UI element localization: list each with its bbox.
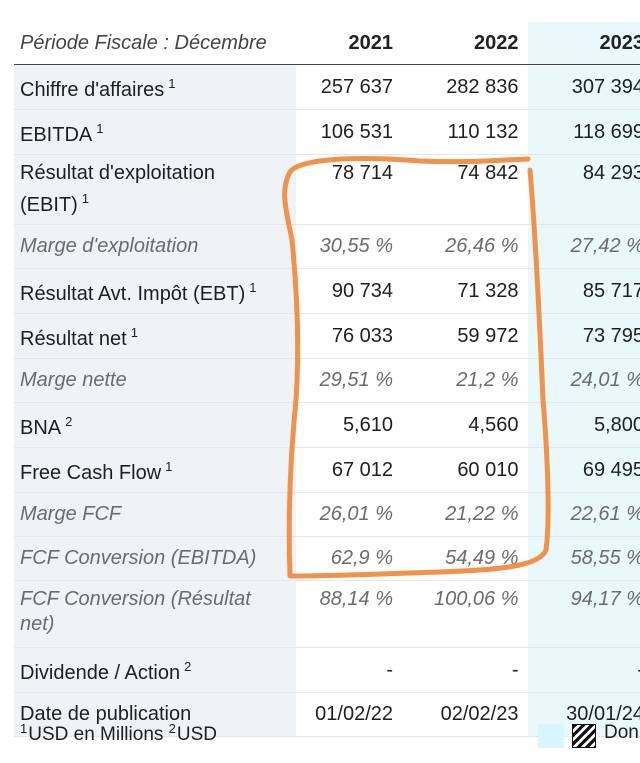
value-2021: 62,9 %: [296, 536, 403, 581]
year-2023-header[interactable]: 2023: [528, 22, 640, 65]
value-2021: -: [296, 647, 403, 693]
value-2023: 118 699: [528, 109, 640, 155]
value-2021: 106 531: [296, 109, 403, 155]
row-label: Résultat net: [20, 328, 127, 350]
row-label: Chiffre d'affaires: [20, 79, 165, 101]
table-row: Marge FCF 26,01 % 21,22 % 22,61 %: [14, 492, 640, 537]
value-2022: 4,560: [403, 402, 529, 448]
table-row: Résultat d'exploitation (EBIT) 1 78 714 7…: [14, 154, 640, 225]
row-label: Résultat Avt. Impôt (EBT): [20, 283, 246, 305]
value-2022: 60 010: [403, 447, 529, 493]
value-2023: 22,61 %: [528, 492, 640, 537]
year-2022-header[interactable]: 2022: [473, 31, 519, 54]
footnote-marker: 1: [96, 121, 104, 136]
table-row: Marge d'exploitation 30,55 % 26,46 % 27,…: [14, 224, 640, 269]
table-row: Résultat net 1 76 033 59 972 73 795: [14, 313, 640, 359]
value-2022: 110 132: [403, 109, 529, 155]
value-2021: 01/02/22: [296, 692, 403, 737]
value-2022: 282 836: [403, 64, 529, 110]
table-row: Marge nette 29,51 % 21,2 % 24,01 %: [14, 358, 640, 403]
hatched-legend-swatch: [572, 724, 596, 748]
footnote-2-marker: 2: [168, 721, 176, 736]
row-label: Free Cash Flow: [20, 462, 162, 484]
value-2021: 29,51 %: [296, 358, 403, 403]
row-label: Résultat d'exploitation (EBIT): [20, 162, 216, 216]
value-2023: 27,42 %: [528, 224, 640, 269]
footnote-1-marker: 1: [20, 721, 28, 736]
value-2022: 100,06 %: [403, 580, 529, 648]
table-row: EBITDA 1 106 531 110 132 118 699: [14, 109, 640, 155]
row-label: Date de publication: [20, 703, 192, 725]
value-2021: 26,01 %: [296, 492, 403, 537]
footnote-marker: 1: [168, 76, 176, 91]
value-2022: 21,22 %: [403, 492, 529, 537]
row-label: Marge nette: [20, 369, 127, 391]
financial-table: Période Fiscale : Décembre 2021 2022 202…: [14, 22, 640, 737]
value-2021: 88,14 %: [296, 580, 403, 648]
value-2022: 71 328: [403, 268, 529, 314]
footnote-marker: 1: [249, 280, 257, 295]
value-2023: 94,17 %: [528, 580, 640, 648]
table-row: BNA 2 5,610 4,560 5,800: [14, 402, 640, 448]
period-label: Période Fiscale : Décembre: [20, 31, 267, 54]
footnote-2-text: USD: [176, 724, 218, 745]
estimate-legend-swatch: [538, 724, 564, 748]
value-2023: 73 795: [528, 313, 640, 359]
row-label: FCF Conversion (Résultat net): [20, 588, 251, 635]
row-label: Marge FCF: [20, 503, 122, 525]
value-2023: 85 717: [528, 268, 640, 314]
footnote-marker: 1: [165, 459, 173, 474]
value-2021: 67 012: [296, 447, 403, 493]
footnote-1-text: USD en Millions: [28, 724, 169, 745]
value-2022: 54,49 %: [403, 536, 529, 581]
value-2023: 58,55 %: [528, 536, 640, 581]
footnote-marker: 1: [130, 325, 138, 340]
row-label: Marge d'exploitation: [20, 235, 199, 257]
value-2023: -: [528, 647, 640, 693]
value-2022: 21,2 %: [403, 358, 529, 403]
value-2021: 90 734: [296, 268, 403, 314]
row-label: BNA: [20, 417, 62, 439]
value-2021: 257 637: [296, 64, 403, 110]
table-row: FCF Conversion (EBITDA) 62,9 % 54,49 % 5…: [14, 536, 640, 581]
table-header-row: Période Fiscale : Décembre 2021 2022 202…: [14, 22, 640, 65]
row-label: EBITDA: [20, 124, 93, 146]
footnote-marker: 1: [81, 191, 90, 206]
value-2023: 84 293: [528, 154, 640, 225]
value-2021: 76 033: [296, 313, 403, 359]
row-label: Dividende / Action: [20, 662, 181, 684]
value-2023: 5,800: [528, 402, 640, 448]
value-2022: -: [403, 647, 529, 693]
row-label: FCF Conversion (EBITDA): [20, 547, 257, 569]
year-2021-header[interactable]: 2021: [348, 31, 394, 54]
table-row: Chiffre d'affaires 1 257 637 282 836 307 …: [14, 64, 640, 110]
footnote-marker: 2: [184, 659, 192, 674]
table-row: Date de publication 01/02/22 02/02/23 30…: [14, 692, 640, 737]
value-2023: 307 394: [528, 64, 640, 110]
value-2022: 59 972: [403, 313, 529, 359]
value-2021: 5,610: [296, 402, 403, 448]
value-2021: 78 714: [296, 154, 403, 225]
table-row: Résultat Avt. Impôt (EBT) 1 90 734 71 328…: [14, 268, 640, 314]
value-2023: 69 495: [528, 447, 640, 493]
table-row: FCF Conversion (Résultat net) 88,14 % 10…: [14, 580, 640, 648]
legend-label: Don: [604, 722, 639, 743]
value-2022: 74 842: [403, 154, 529, 225]
value-2022: 26,46 %: [403, 224, 529, 269]
footnote-marker: 2: [65, 414, 73, 429]
value-2021: 30,55 %: [296, 224, 403, 269]
value-2022: 02/02/23: [403, 692, 529, 737]
footnote-legend: 1USD en Millions 2USD: [20, 721, 217, 746]
table-row: Free Cash Flow 1 67 012 60 010 69 495: [14, 447, 640, 493]
value-2023: 24,01 %: [528, 358, 640, 403]
